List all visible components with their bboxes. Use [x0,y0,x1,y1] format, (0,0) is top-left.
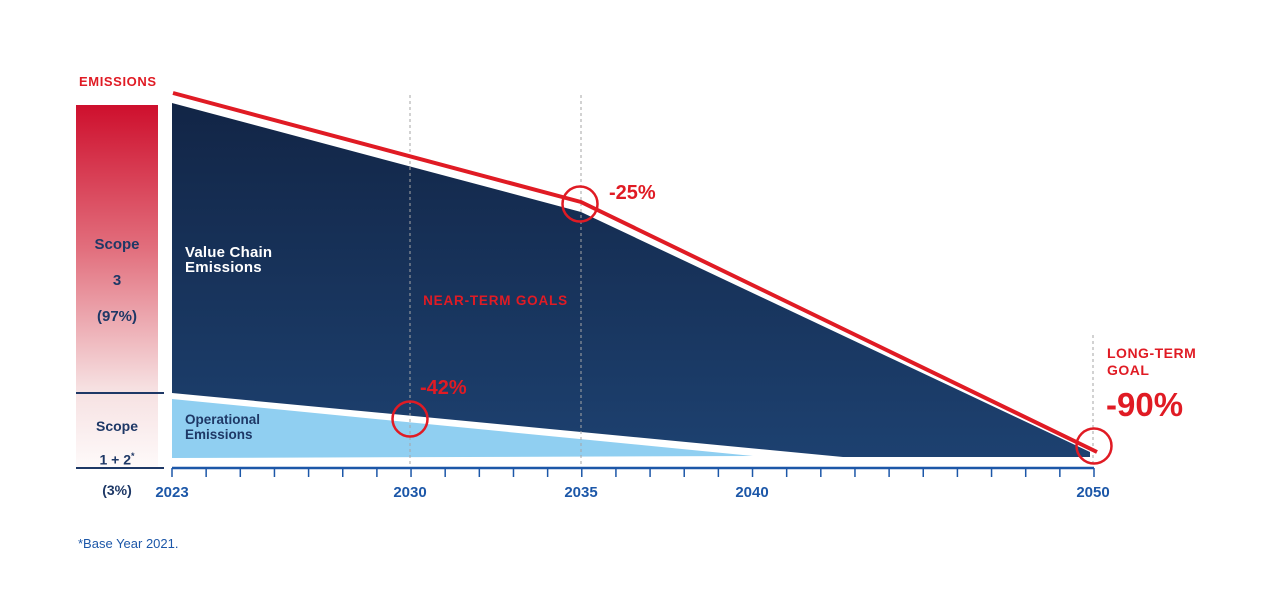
x-axis-year-label-2030: 2030 [393,484,427,501]
goal-circle-2035 [561,185,599,223]
goal-2035-value: -25% [609,182,656,204]
scope12-word: Scope [95,418,138,434]
scope3-number: 3 [112,272,122,289]
scope3-word: Scope [94,236,140,253]
goal-circle-2050 [1075,427,1113,465]
x-axis-ticks [171,468,1095,477]
scope12-number: 1 + 2 [99,451,131,468]
operational-area-label: Operational Emissions [185,412,261,442]
x-axis-year-label-2023: 2023 [155,484,189,501]
x-axis-year-label-2050: 2050 [1076,484,1110,501]
long-term-goal-label: LONG-TERM GOAL [1107,345,1197,378]
target-pathway-line [172,91,1098,454]
value-chain-emissions-area [172,103,1090,457]
scope12-share: (3%) [102,481,132,498]
footnote: *Base Year 2021. [78,536,179,551]
operational-emissions-area [172,399,753,458]
scope12-footnote-asterisk: * [131,451,135,461]
goal-2050-value: -90% [1106,386,1184,423]
scope3-segment-label: Scope 3 (97%) [76,218,158,326]
x-axis-year-label-2040: 2040 [735,484,769,501]
near-term-goals-label: NEAR-TERM GOALS [423,293,568,308]
value-chain-area-label: Value Chain Emissions [185,244,273,276]
x-axis-year-label-2035: 2035 [564,484,598,501]
scope3-share: (97%) [96,308,137,325]
emissions-axis-title: EMISSIONS [79,74,157,89]
goal-circle-2030 [391,400,429,438]
emissions-scale-bar [76,105,158,468]
scope12-segment-label: Scope 1 + 2* (3%) [76,404,158,498]
goal-2030-value: -42% [420,377,467,399]
